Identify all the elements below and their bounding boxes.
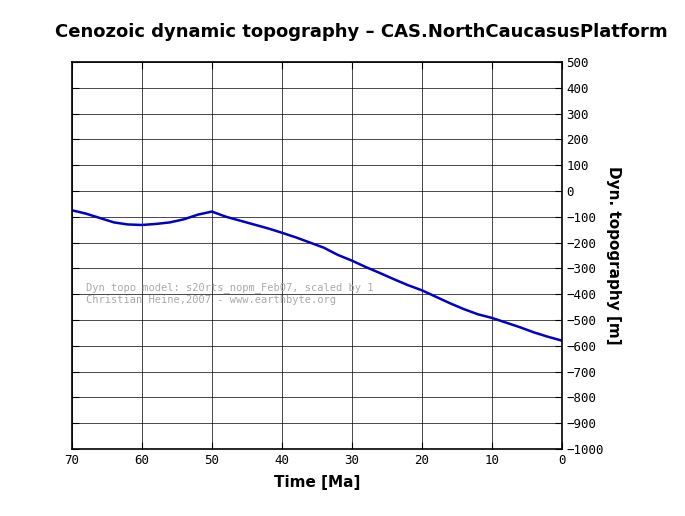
Text: Cenozoic dynamic topography – CAS.NorthCaucasusPlatform: Cenozoic dynamic topography – CAS.NorthC… [55, 23, 667, 41]
X-axis label: Time [Ma]: Time [Ma] [273, 475, 360, 490]
Y-axis label: Dyn. topography [m]: Dyn. topography [m] [606, 166, 621, 345]
Text: Dyn topo model: s20rts_nopm_Feb07, scaled by 1
Christian Heine,2007 - www.earthb: Dyn topo model: s20rts_nopm_Feb07, scale… [86, 283, 373, 305]
